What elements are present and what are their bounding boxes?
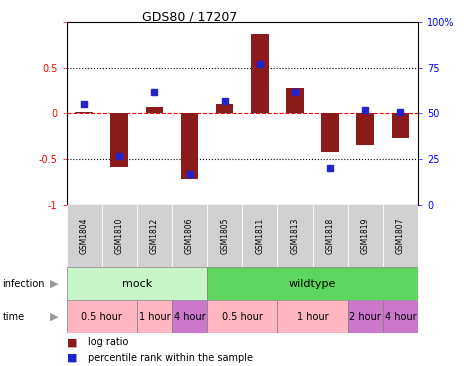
- Bar: [356, 113, 374, 146]
- Text: percentile rank within the sample: percentile rank within the sample: [88, 352, 253, 363]
- Text: GSM1812: GSM1812: [150, 218, 159, 254]
- Text: GSM1806: GSM1806: [185, 218, 194, 254]
- FancyBboxPatch shape: [137, 300, 172, 333]
- Bar: [145, 107, 163, 113]
- Text: GSM1813: GSM1813: [291, 218, 299, 254]
- FancyBboxPatch shape: [383, 300, 418, 333]
- FancyBboxPatch shape: [242, 205, 277, 267]
- FancyBboxPatch shape: [66, 267, 207, 300]
- Text: GSM1805: GSM1805: [220, 218, 229, 254]
- Bar: [216, 104, 233, 113]
- Text: 1 hour: 1 hour: [139, 311, 170, 322]
- Text: 0.5 hour: 0.5 hour: [222, 311, 263, 322]
- Bar: [251, 34, 269, 113]
- Text: GSM1804: GSM1804: [80, 218, 88, 254]
- FancyBboxPatch shape: [137, 205, 172, 267]
- Text: ▶: ▶: [50, 311, 58, 322]
- FancyBboxPatch shape: [207, 300, 277, 333]
- Text: ■: ■: [66, 337, 77, 347]
- Text: ▶: ▶: [50, 279, 58, 289]
- Text: GSM1819: GSM1819: [361, 218, 370, 254]
- Text: ■: ■: [66, 352, 77, 363]
- Text: 2 hour: 2 hour: [350, 311, 381, 322]
- Bar: [110, 113, 128, 167]
- Bar: [321, 113, 339, 152]
- Text: GSM1807: GSM1807: [396, 218, 405, 254]
- Text: GDS80 / 17207: GDS80 / 17207: [142, 11, 237, 24]
- FancyBboxPatch shape: [66, 300, 137, 333]
- FancyBboxPatch shape: [66, 205, 102, 267]
- Bar: [75, 112, 93, 113]
- Text: infection: infection: [2, 279, 45, 289]
- FancyBboxPatch shape: [383, 205, 418, 267]
- FancyBboxPatch shape: [348, 300, 383, 333]
- FancyBboxPatch shape: [207, 205, 242, 267]
- Bar: [391, 113, 409, 138]
- FancyBboxPatch shape: [102, 205, 137, 267]
- FancyBboxPatch shape: [207, 267, 418, 300]
- FancyBboxPatch shape: [348, 205, 383, 267]
- FancyBboxPatch shape: [277, 300, 348, 333]
- Bar: [286, 88, 304, 113]
- FancyBboxPatch shape: [277, 205, 313, 267]
- Text: mock: mock: [122, 279, 152, 289]
- FancyBboxPatch shape: [172, 205, 207, 267]
- Text: 0.5 hour: 0.5 hour: [81, 311, 122, 322]
- FancyBboxPatch shape: [313, 205, 348, 267]
- Text: GSM1818: GSM1818: [326, 218, 334, 254]
- Text: log ratio: log ratio: [88, 337, 128, 347]
- Text: 1 hour: 1 hour: [297, 311, 328, 322]
- Text: time: time: [2, 311, 25, 322]
- Text: 4 hour: 4 hour: [385, 311, 416, 322]
- FancyBboxPatch shape: [172, 300, 207, 333]
- Text: wildtype: wildtype: [289, 279, 336, 289]
- Text: GSM1810: GSM1810: [115, 218, 124, 254]
- Text: 4 hour: 4 hour: [174, 311, 205, 322]
- Bar: [180, 113, 199, 179]
- Text: GSM1811: GSM1811: [256, 218, 264, 254]
